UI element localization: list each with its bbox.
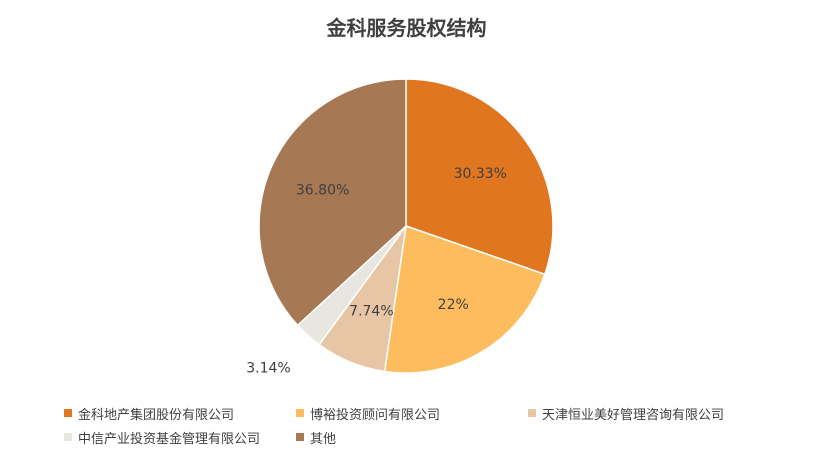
pie-slice [258,78,407,327]
data-label: 36.80% [296,182,349,198]
legend-label: 博裕投资顾问有限公司 [310,407,441,423]
data-label: 22% [438,297,469,313]
legend-label: 天津恒业美好管理咨询有限公司 [542,407,725,423]
data-label: 7.74% [349,303,393,319]
data-label: 30.33% [454,166,507,182]
legend-item: 金科地产集团股份有限公司 [64,404,296,423]
pie-slice [405,78,554,276]
legend-swatch [528,409,536,417]
pie-slice [383,224,546,374]
legend-label: 金科地产集团股份有限公司 [78,407,235,423]
legend-label: 其他 [310,431,337,447]
chart-legend: 金科地产集团股份有限公司 博裕投资顾问有限公司 天津恒业美好管理咨询有限公司中信产业… [64,404,784,447]
legend-swatch [296,409,304,417]
chart-title: 金科服务股权结构 [326,16,487,40]
pie-chart: 30.33% 22% 7.74% 3.14% 36.80% [246,78,554,376]
legend-item: 中信产业投资基金管理有限公司 [64,428,296,447]
legend-label: 中信产业投资基金管理有限公司 [78,431,261,447]
legend-item: 天津恒业美好管理咨询有限公司 [528,404,768,423]
legend-item: 其他 [296,428,416,447]
legend-swatch [64,409,72,417]
data-label: 3.14% [246,360,290,376]
legend-swatch [64,433,72,441]
legend-item: 博裕投资顾问有限公司 [296,404,528,423]
legend-swatch [296,433,304,441]
